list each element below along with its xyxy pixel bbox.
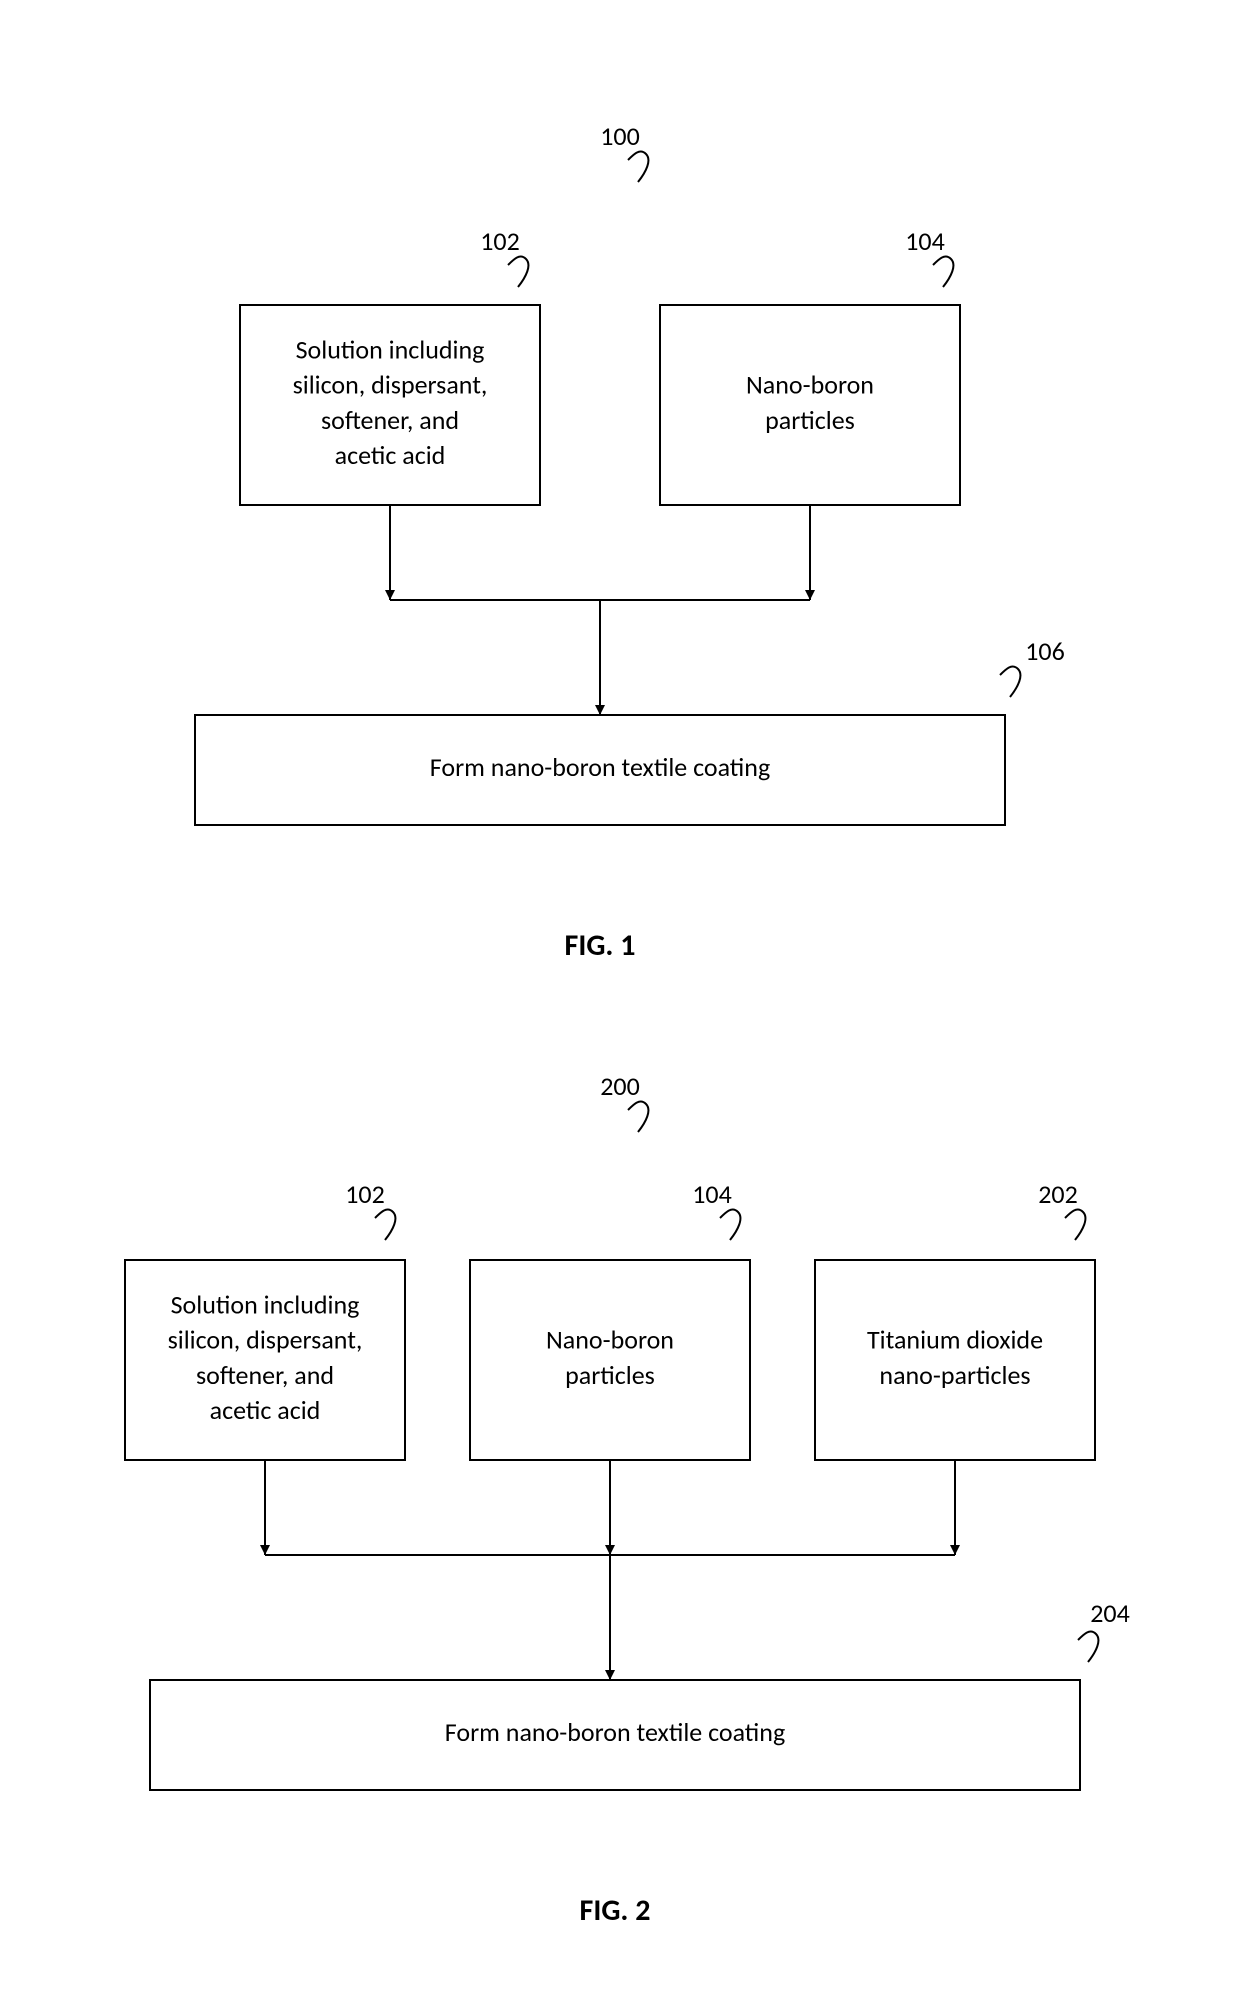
fig1-box-102-text: softener, and xyxy=(321,404,459,436)
fig2-box-104-text: particles xyxy=(565,1359,655,1391)
fig1-ref-104-leader xyxy=(933,257,953,287)
fig2-ref-104: 104 xyxy=(692,1178,732,1210)
fig2-ref-202: 202 xyxy=(1038,1178,1078,1210)
fig2-box-202-text: nano-particles xyxy=(879,1359,1030,1391)
fig1-box-104-text: Nano-boron xyxy=(746,369,874,401)
fig2-ref-202-leader xyxy=(1065,1210,1085,1240)
fig2-ref-102-leader xyxy=(375,1210,395,1240)
fig1-ref-104: 104 xyxy=(905,225,945,257)
fig1-box-106-text: Form nano-boron textile coating xyxy=(430,751,770,783)
fig1-box-104-text: particles xyxy=(765,404,855,436)
fig1-ref-102-leader xyxy=(508,257,528,287)
fig1-ref-102: 102 xyxy=(480,225,520,257)
fig2-box-202-text: Titanium dioxide xyxy=(867,1324,1043,1356)
fig2-ref-200-leader xyxy=(628,1102,648,1132)
fig2-caption: FIG. 2 xyxy=(580,1892,651,1929)
fig1-ref-100-leader xyxy=(628,152,648,182)
fig2-ref-200: 200 xyxy=(600,1070,640,1102)
fig2-box-102-text: acetic acid xyxy=(210,1394,321,1426)
fig2-ref-204: 204 xyxy=(1090,1597,1130,1629)
fig1-ref-106: 106 xyxy=(1025,635,1065,667)
fig2-box-102-text: softener, and xyxy=(196,1359,334,1391)
fig1-box-102-text: Solution including xyxy=(296,334,485,366)
fig2-ref-204-leader xyxy=(1078,1632,1098,1662)
fig2-box-102-text: Solution including xyxy=(171,1289,360,1321)
fig2-box-104-text: Nano-boron xyxy=(546,1324,674,1356)
fig2-ref-104-leader xyxy=(720,1210,740,1240)
fig2-box-102-text: silicon, dispersant, xyxy=(168,1324,363,1356)
fig2-ref-102: 102 xyxy=(345,1178,385,1210)
fig1-caption: FIG. 1 xyxy=(565,927,636,964)
fig1-box-102-text: silicon, dispersant, xyxy=(293,369,488,401)
fig1-box-102-text: acetic acid xyxy=(335,439,446,471)
fig2-box-204-text: Form nano-boron textile coating xyxy=(445,1716,785,1748)
fig1-ref-100: 100 xyxy=(600,120,640,152)
fig1-ref-106-leader xyxy=(1000,667,1020,697)
